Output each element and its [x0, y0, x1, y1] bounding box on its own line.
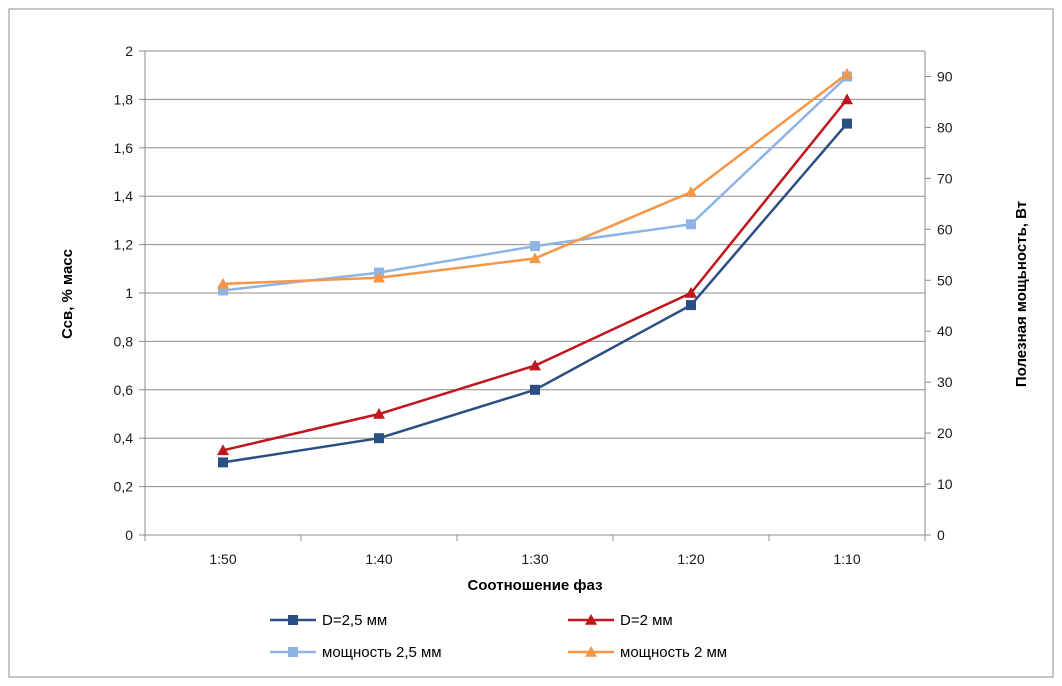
legend-label: мощность 2 мм: [620, 644, 727, 661]
y-left-tick-label: 1,4: [114, 188, 134, 204]
data-point: [686, 300, 696, 311]
legend-entry: D=2 мм: [568, 612, 673, 629]
x-tick-label: 1:40: [365, 551, 392, 567]
axis-titles: Соотношение фаз Ссв, % масс Полезная мощ…: [59, 201, 1030, 594]
data-point: [686, 219, 696, 230]
y-left-tick-label: 0,4: [114, 430, 134, 446]
x-axis-title: Соотношение фаз: [467, 577, 602, 594]
data-point: [217, 277, 229, 289]
data-point: [373, 271, 385, 283]
data-point: [529, 359, 541, 371]
chart-border: [8, 8, 1054, 678]
y-left-tick-label: 0,6: [114, 382, 134, 398]
x-tick-label: 1:20: [677, 551, 704, 567]
legend-label: D=2 мм: [620, 612, 673, 629]
y-right-tick-label: 90: [937, 68, 953, 84]
y-left-tick-label: 0,8: [114, 333, 134, 349]
y-left-tick-label: 0: [125, 527, 133, 543]
y-right-tick-label: 70: [937, 170, 953, 186]
data-point: [685, 287, 697, 298]
y-right-axis-title: Полезная мощьность, Вт: [1013, 201, 1030, 387]
x-tick-label: 1:30: [521, 551, 548, 567]
y-right-tick-label: 40: [937, 323, 953, 339]
y-right-tick-label: 60: [937, 221, 953, 237]
y-left-tick-label: 1,6: [114, 140, 134, 156]
y-left-tick-label: 0,2: [114, 479, 134, 495]
legend-label: D=2,5 мм: [322, 612, 387, 629]
legend: D=2,5 мм D=2 мм мощность 2,5 мм мощность 2 …: [270, 612, 727, 661]
data-point: [685, 186, 697, 197]
data-point: [530, 241, 540, 252]
data-point: [374, 433, 384, 444]
y-right-tick-label: 50: [937, 272, 953, 288]
y-left-axis-title: Ссв, % масс: [59, 249, 76, 339]
y-right-tick-label: 80: [937, 119, 953, 135]
data-point: [218, 285, 228, 296]
data-point: [373, 408, 385, 419]
legend-entry: мощность 2 мм: [568, 644, 727, 661]
data-point: [841, 67, 853, 79]
y-left-tick-label: 2: [125, 43, 133, 59]
x-tick-label: 1:50: [209, 551, 236, 567]
data-point: [530, 384, 540, 395]
data-point: [841, 93, 853, 105]
legend-marker: [585, 614, 597, 625]
legend-entry: мощность 2,5 мм: [270, 644, 442, 661]
axes: [139, 50, 931, 541]
legend-label: мощность 2,5 мм: [322, 644, 442, 661]
legend-marker: [288, 647, 298, 657]
tick-labels: 00,20,40,60,811,21,41,61,820102030405060…: [114, 43, 953, 567]
data-point: [218, 457, 228, 468]
y-left-tick-label: 1,2: [114, 237, 134, 253]
legend-marker: [288, 615, 298, 625]
data-point: [217, 444, 229, 456]
y-right-tick-label: 20: [937, 425, 953, 441]
legend-marker: [585, 646, 597, 657]
legend-entry: D=2,5 мм: [270, 612, 387, 629]
y-right-tick-label: 0: [937, 527, 945, 543]
data-point: [529, 252, 541, 264]
series-lines: [217, 67, 853, 468]
y-right-tick-label: 10: [937, 476, 953, 492]
y-left-tick-label: 1: [125, 285, 133, 301]
x-tick-label: 1:10: [833, 551, 860, 567]
data-point: [842, 118, 852, 129]
y-right-tick-label: 30: [937, 374, 953, 390]
y-left-tick-label: 1,8: [114, 91, 134, 107]
